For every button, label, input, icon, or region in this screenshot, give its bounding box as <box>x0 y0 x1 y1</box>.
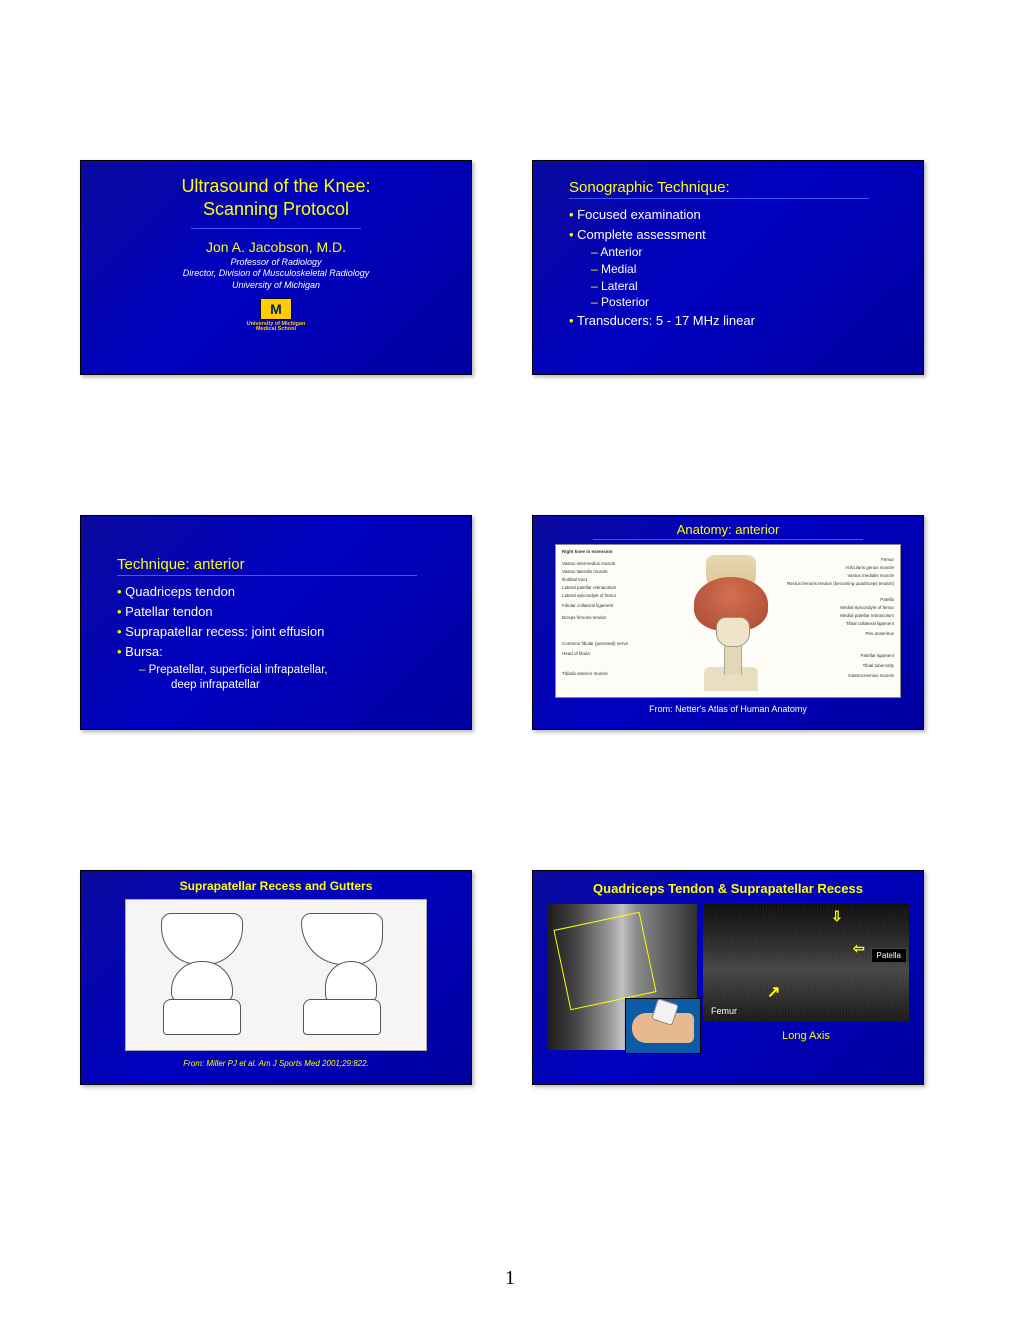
lab-r5: Patella <box>880 597 894 602</box>
logo-letter: M <box>270 301 282 317</box>
lab-r8: Tibial collateral ligament <box>846 621 894 626</box>
role-line-2: Director, Division of Musculoskeletal Ra… <box>183 268 370 278</box>
lab-r6: Medial epicondyle of femur <box>840 605 894 610</box>
sub-bursa-1: Prepatellar, superficial infrapatellar, <box>139 663 471 678</box>
lab-r3: Vastus medialis muscle <box>847 573 894 578</box>
tibia-outline-b <box>303 999 381 1035</box>
slide-quad-tendon-us: Quadriceps Tendon & Suprapatellar Recess… <box>532 870 924 1085</box>
lab-r2: Articularis genus muscle <box>845 565 894 570</box>
title-line-1: Ultrasound of the Knee: <box>181 176 370 196</box>
lab-l10: Tibialis anterior muscle <box>562 671 608 676</box>
femur-outline-a <box>161 913 243 965</box>
bullet-transducers: Transducers: 5 - 17 MHz linear <box>569 311 923 331</box>
bullet-patellar: Patellar tendon <box>117 602 471 622</box>
title-line-2: Scanning Protocol <box>203 199 349 219</box>
patella-outline-a <box>171 961 233 1003</box>
page-number: 1 <box>0 1267 1020 1290</box>
sub-posterior: Posterior <box>591 294 923 311</box>
bullet-bursa: Bursa: <box>117 642 471 662</box>
knee-drawing-b <box>281 907 411 1043</box>
anatomy-drawing <box>676 555 786 689</box>
lab-l5: Lateral epicondyle of femur <box>562 593 616 598</box>
bullet-focused-exam: Focused examination <box>569 205 923 225</box>
lab-l1: Vastus intermedius muscle <box>562 561 615 566</box>
sub-bursa-2: deep infrapatellar <box>171 678 471 693</box>
lab-l3: Iliotibial tract <box>562 577 587 582</box>
role-line-3: University of Michigan <box>232 280 320 290</box>
logo-subtext: University of Michigan Medical School <box>81 322 471 333</box>
patella-outline-b <box>325 961 377 1003</box>
lab-l8: Common fibular (peroneal) nerve <box>562 641 628 646</box>
bullet-quad-tendon: Quadriceps tendon <box>117 582 471 602</box>
slide4-caption: From: Netter's Atlas of Human Anatomy <box>533 704 923 714</box>
lab-r10: Patellar ligament <box>860 653 894 658</box>
arrow-diag-icon: ↗ <box>767 982 780 1002</box>
lab-l7: Biceps femoris tendon <box>562 615 607 620</box>
bullet-suprapatellar: Suprapatellar recess: joint effusion <box>117 622 471 642</box>
lab-r12: Gastrocnemius muscle <box>848 673 894 678</box>
lab-l2: Vastus lateralis muscle <box>562 569 608 574</box>
lab-r7: Medial patellar retinaculum <box>840 613 894 618</box>
label-long-axis: Long Axis <box>703 1030 909 1042</box>
us-panel: ⇩ ⇦ ↗ Femur Patella Long Axis <box>703 904 909 1050</box>
lab-r4: Rectus femoris tendon (becoming quadrice… <box>784 581 894 586</box>
author-name: Jon A. Jacobson, M.D. <box>81 239 471 255</box>
slide2-heading: Sonographic Technique: <box>569 179 869 199</box>
umich-logo-icon: M <box>260 298 292 320</box>
femur-outline-b <box>301 913 383 965</box>
sub-lateral: Lateral <box>591 278 923 295</box>
sub-anterior: Anterior <box>591 244 923 261</box>
title-rule <box>191 228 361 229</box>
anatomy-illustration: Right knee in extension Vastus intermedi… <box>555 544 901 698</box>
slide6-heading: Quadriceps Tendon & Suprapatellar Recess <box>533 881 923 896</box>
slide-sonographic-technique: Sonographic Technique: Focused examinati… <box>532 160 924 375</box>
slide4-heading: Anatomy: anterior <box>593 522 863 540</box>
roi-box-icon <box>553 912 656 1011</box>
page: Ultrasound of the Knee: Scanning Protoco… <box>0 0 1020 1320</box>
slide3-heading: Technique: anterior <box>117 556 417 576</box>
label-femur: Femur <box>711 1006 737 1016</box>
tibia-outline-a <box>163 999 241 1035</box>
slide3-list: Quadriceps tendon Patellar tendon Suprap… <box>117 582 471 692</box>
lab-r9: Pes anserinus <box>865 631 894 636</box>
slide2-sublist: Anterior Medial Lateral Posterior <box>591 244 923 311</box>
slide3-sublist: Prepatellar, superficial infrapatellar, … <box>139 663 471 693</box>
slide-anatomy-anterior: Anatomy: anterior Right knee in extensio… <box>532 515 924 730</box>
presentation-title: Ultrasound of the Knee: Scanning Protoco… <box>81 175 471 222</box>
slide5-heading: Suprapatellar Recess and Gutters <box>81 879 471 893</box>
patellar-tendon-shape <box>724 643 742 675</box>
arrow-down-icon: ⇩ <box>831 908 843 925</box>
lab-r1: Femur <box>881 557 894 562</box>
patella-shape <box>716 617 750 647</box>
slide-technique-anterior: Technique: anterior Quadriceps tendon Pa… <box>80 515 472 730</box>
anat-title: Right knee in extension <box>562 549 613 554</box>
label-patella: Patella <box>871 948 907 963</box>
sub-medial: Medial <box>591 261 923 278</box>
slide6-row: ⇩ ⇦ ↗ Femur Patella Long Axis <box>547 904 909 1050</box>
slide-suprapatellar-recess: Suprapatellar Recess and Gutters From: M… <box>80 870 472 1085</box>
knee-drawing-a <box>141 907 271 1043</box>
slide-title: Ultrasound of the Knee: Scanning Protoco… <box>80 160 472 375</box>
recess-illustration <box>125 899 427 1051</box>
lab-l6: Fibular collateral ligament <box>562 603 613 608</box>
arrow-left-icon: ⇦ <box>853 940 865 957</box>
ultrasound-image: ⇩ ⇦ ↗ Femur Patella <box>703 904 909 1022</box>
bullet-complete-assess: Complete assessment <box>569 225 923 245</box>
probe-inset <box>625 998 701 1054</box>
xray-panel <box>547 904 697 1050</box>
lab-l4: Lateral patellar retinaculum <box>562 585 616 590</box>
slides-grid: Ultrasound of the Knee: Scanning Protoco… <box>0 0 1020 1125</box>
slide2-list: Focused examination Complete assessment … <box>569 205 923 331</box>
lab-r11: Tibial tuberosity <box>863 663 894 668</box>
role-line-1: Professor of Radiology <box>230 257 321 267</box>
author-role: Professor of Radiology Director, Divisio… <box>81 257 471 292</box>
lab-l9: Head of fibula <box>562 651 590 656</box>
logo-text-2: Medical School <box>256 326 296 332</box>
slide5-caption: From: Miller PJ et al. Am J Sports Med 2… <box>81 1059 471 1068</box>
